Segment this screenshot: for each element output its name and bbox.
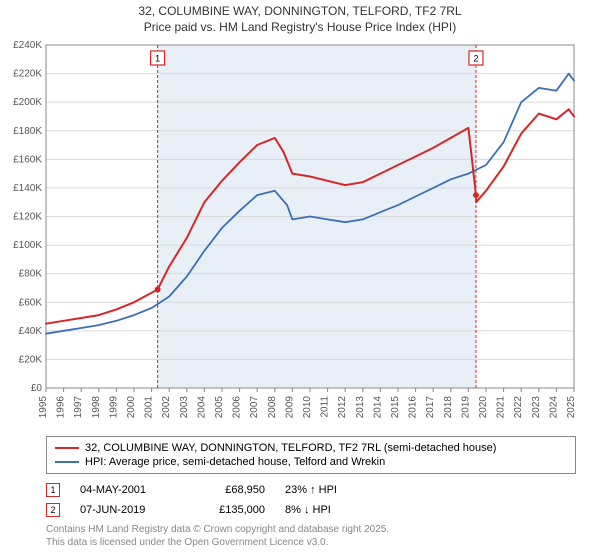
svg-text:2004: 2004 <box>196 396 207 419</box>
svg-text:£120K: £120K <box>13 212 42 223</box>
svg-text:£100K: £100K <box>13 240 42 251</box>
svg-text:2010: 2010 <box>302 396 313 419</box>
svg-text:2025: 2025 <box>566 396 577 419</box>
svg-text:2014: 2014 <box>372 396 383 419</box>
event-delta: 8% ↓ HPI <box>285 504 375 516</box>
event-delta: 23% ↑ HPI <box>285 484 375 496</box>
event-marker: 1 <box>46 483 60 497</box>
svg-text:2003: 2003 <box>179 396 190 419</box>
legend-item: HPI: Average price, semi-detached house,… <box>55 455 567 469</box>
svg-text:£200K: £200K <box>13 97 42 108</box>
svg-text:£20K: £20K <box>19 355 43 366</box>
svg-text:£60K: £60K <box>19 297 43 308</box>
svg-text:2020: 2020 <box>478 396 489 419</box>
svg-text:£0: £0 <box>31 383 43 394</box>
event-date: 07-JUN-2019 <box>80 504 175 516</box>
svg-text:£140K: £140K <box>13 183 42 194</box>
chart-title: 32, COLUMBINE WAY, DONNINGTON, TELFORD, … <box>0 0 600 37</box>
chart-svg: £0 £20K £40K £60K £80K £100K £120K £140K £160K £1… <box>0 37 600 432</box>
svg-text:2009: 2009 <box>284 396 295 419</box>
legend: 32, COLUMBINE WAY, DONNINGTON, TELFORD, … <box>46 436 576 474</box>
svg-text:2016: 2016 <box>408 396 419 419</box>
svg-text:2017: 2017 <box>425 396 436 419</box>
footer-note: Contains HM Land Registry data © Crown c… <box>46 524 576 549</box>
title-line2: Price paid vs. HM Land Registry's House … <box>0 20 600 36</box>
event-price: £68,950 <box>195 484 265 496</box>
svg-text:1996: 1996 <box>56 396 67 419</box>
svg-text:2011: 2011 <box>320 396 331 418</box>
svg-text:£80K: £80K <box>19 269 43 280</box>
svg-text:2015: 2015 <box>390 396 401 419</box>
svg-text:2: 2 <box>473 54 478 64</box>
legend-item: 32, COLUMBINE WAY, DONNINGTON, TELFORD, … <box>55 441 567 455</box>
svg-text:2018: 2018 <box>443 396 454 419</box>
svg-text:2008: 2008 <box>267 396 278 419</box>
svg-text:2000: 2000 <box>126 396 137 419</box>
event-row: 1 04-MAY-2001 £68,950 23% ↑ HPI <box>46 480 576 500</box>
chart-plot: £0 £20K £40K £60K £80K £100K £120K £140K £160K £1… <box>0 37 600 432</box>
footer-line2: This data is licensed under the Open Gov… <box>46 537 576 550</box>
title-line1: 32, COLUMBINE WAY, DONNINGTON, TELFORD, … <box>0 4 600 20</box>
svg-text:2024: 2024 <box>548 396 559 419</box>
event-marker: 2 <box>46 503 60 517</box>
svg-text:2006: 2006 <box>232 396 243 419</box>
svg-text:£220K: £220K <box>13 69 42 80</box>
legend-label: 32, COLUMBINE WAY, DONNINGTON, TELFORD, … <box>85 442 496 454</box>
svg-text:2012: 2012 <box>337 396 348 419</box>
footer-line1: Contains HM Land Registry data © Crown c… <box>46 524 576 537</box>
chart-container: 32, COLUMBINE WAY, DONNINGTON, TELFORD, … <box>0 0 600 560</box>
svg-text:1998: 1998 <box>91 396 102 419</box>
events-table: 1 04-MAY-2001 £68,950 23% ↑ HPI 2 07-JUN-2019… <box>46 480 576 520</box>
svg-text:2022: 2022 <box>513 396 524 419</box>
legend-label: HPI: Average price, semi-detached house,… <box>85 456 385 468</box>
svg-text:2023: 2023 <box>531 396 542 419</box>
legend-swatch <box>55 461 79 463</box>
svg-text:2005: 2005 <box>214 396 225 419</box>
svg-text:1: 1 <box>155 54 160 64</box>
event-date: 04-MAY-2001 <box>80 484 175 496</box>
svg-text:2019: 2019 <box>460 396 471 419</box>
svg-text:£240K: £240K <box>13 40 42 51</box>
svg-text:£40K: £40K <box>19 326 43 337</box>
svg-text:£180K: £180K <box>13 126 42 137</box>
svg-text:1997: 1997 <box>73 396 84 419</box>
svg-text:2002: 2002 <box>161 396 172 419</box>
svg-text:2021: 2021 <box>496 396 507 419</box>
event-price: £135,000 <box>195 504 265 516</box>
svg-text:2007: 2007 <box>249 396 260 419</box>
svg-text:£160K: £160K <box>13 155 42 166</box>
legend-swatch <box>55 447 79 449</box>
svg-text:1999: 1999 <box>108 396 119 419</box>
svg-text:2013: 2013 <box>355 396 366 419</box>
svg-text:2001: 2001 <box>144 396 155 419</box>
event-row: 2 07-JUN-2019 £135,000 8% ↓ HPI <box>46 500 576 520</box>
svg-text:1995: 1995 <box>38 396 49 419</box>
